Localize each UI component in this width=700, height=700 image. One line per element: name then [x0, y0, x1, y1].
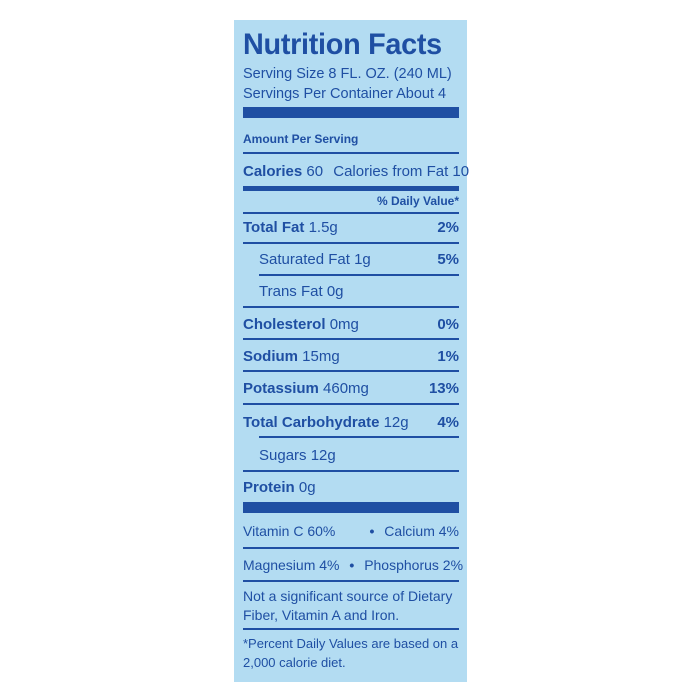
note-insignificant: Not a significant source of Dietary Fibe… — [243, 588, 453, 623]
divider — [243, 403, 459, 405]
nutrient-row-saturated-fat: Saturated Fat 1g 5% — [243, 251, 459, 268]
medium-divider — [243, 186, 459, 191]
thick-divider-bottom — [243, 502, 459, 513]
nutrient-amount: 12g — [310, 447, 336, 464]
nutrition-facts-panel: Nutrition Facts Serving Size 8 FL. OZ. (… — [234, 20, 469, 682]
nutrient-dv: 1% — [437, 348, 459, 365]
nutrient-name: Sugars — [259, 447, 307, 464]
bullet-separator: • — [369, 523, 375, 539]
nutrient-amount: 1g — [354, 251, 371, 268]
calories-value: 60 — [306, 163, 324, 180]
nutrient-name: Sodium — [243, 348, 298, 365]
calories-from-fat: Calories from Fat 10 — [333, 163, 470, 180]
nutrient-name: Saturated Fat — [259, 251, 350, 268]
nutrient-name: Total Carbohydrate — [243, 414, 380, 431]
phosphorus: Phosphorus 2% — [364, 557, 464, 573]
vitamin-row-1: Vitamin C 60% • Calcium 4% — [243, 523, 459, 539]
divider — [243, 370, 459, 372]
nutrient-amount: 12g — [383, 414, 409, 431]
divider — [259, 274, 459, 276]
amount-per-serving: Amount Per Serving — [243, 132, 359, 146]
calories-row: Calories 60 Calories from Fat 10 — [243, 163, 469, 180]
nutrient-name: Cholesterol — [243, 316, 326, 333]
nutrient-amount: 15mg — [302, 348, 340, 365]
divider — [259, 436, 459, 438]
nutrient-row-sodium: Sodium 15mg 1% — [243, 348, 459, 365]
divider — [243, 628, 459, 630]
thick-divider-top — [243, 107, 459, 118]
servings-per-container: Servings Per Container About 4 — [243, 86, 447, 102]
bullet-separator: • — [349, 557, 355, 573]
nutrient-row-protein: Protein 0g — [243, 479, 459, 496]
nutrient-amount: 0g — [326, 283, 344, 300]
nutrient-dv: 5% — [437, 251, 459, 268]
vitamin-row-2: Magnesium 4% • Phosphorus 2% — [243, 557, 463, 573]
nutrient-name: Protein — [243, 479, 295, 496]
calcium: Calcium 4% — [384, 523, 459, 539]
divider — [243, 306, 459, 308]
nutrient-row-trans-fat: Trans Fat 0g — [243, 283, 459, 300]
nutrient-dv: 13% — [428, 380, 459, 397]
nutrient-row-potassium: Potassium 460mg 13% — [243, 380, 459, 397]
nutrient-name: Trans Fat — [259, 283, 323, 300]
daily-value-header: % Daily Value* — [376, 194, 459, 208]
nutrition-facts-title: Nutrition Facts — [243, 28, 442, 61]
nutrition-facts-inner: Nutrition Facts Serving Size 8 FL. OZ. (… — [243, 20, 469, 682]
calories-label: Calories — [243, 163, 303, 180]
calcium-group: • Calcium 4% — [364, 523, 460, 539]
nutrient-amount: 460mg — [323, 380, 369, 397]
divider — [243, 470, 459, 472]
nutrient-amount: 1.5g — [308, 219, 338, 236]
divider — [243, 580, 459, 582]
nutrient-amount: 0mg — [329, 316, 359, 333]
magnesium: Magnesium 4% — [243, 557, 340, 573]
nutrient-dv: 2% — [437, 219, 459, 236]
nutrient-row-sugars: Sugars 12g — [243, 447, 459, 464]
nutrient-row-cholesterol: Cholesterol 0mg 0% — [243, 316, 459, 333]
nutrient-name: Potassium — [243, 380, 319, 397]
nutrient-row-total-fat: Total Fat 1.5g 2% — [243, 219, 459, 236]
nutrient-row-total-carbohydrate: Total Carbohydrate 12g 4% — [243, 414, 459, 431]
serving-size: Serving Size 8 FL. OZ. (240 ML) — [243, 66, 452, 82]
nutrient-name: Total Fat — [243, 219, 305, 236]
note-daily-values: *Percent Daily Values are based on a 2,0… — [243, 636, 459, 670]
divider — [243, 338, 459, 340]
divider — [243, 242, 459, 244]
nutrient-amount: 0g — [298, 479, 316, 496]
vitamin-c: Vitamin C 60% — [243, 523, 336, 539]
divider — [243, 152, 459, 154]
divider — [243, 212, 459, 214]
nutrient-dv: 0% — [437, 316, 459, 333]
nutrient-dv: 4% — [437, 414, 459, 431]
divider — [243, 547, 459, 549]
